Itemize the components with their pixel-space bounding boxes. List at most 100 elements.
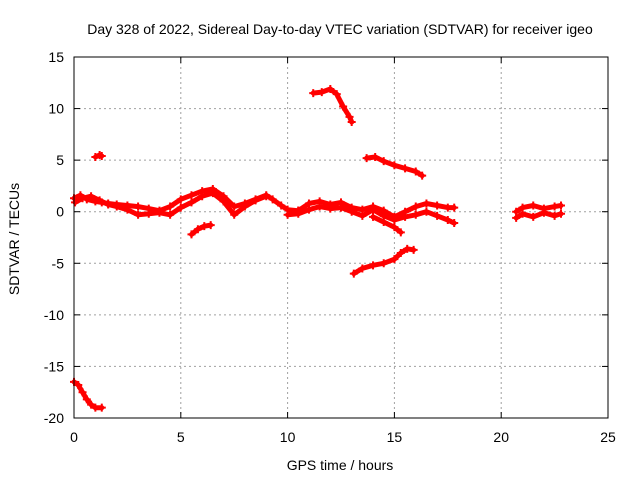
data-point bbox=[518, 209, 527, 218]
data-point bbox=[166, 202, 175, 211]
data-point bbox=[347, 117, 356, 126]
data-point bbox=[71, 198, 80, 207]
data-point bbox=[283, 210, 292, 219]
data-point bbox=[78, 388, 87, 397]
y-tick-label: 10 bbox=[48, 101, 64, 117]
data-point bbox=[97, 152, 106, 161]
data-point bbox=[91, 153, 100, 162]
data-point bbox=[193, 225, 202, 234]
data-point bbox=[550, 211, 559, 220]
tick-layer: 0 5 10 15 20 25 -20 -15 -10 -5 0 5 10 15 bbox=[44, 49, 616, 445]
data-point bbox=[379, 259, 388, 268]
data-point bbox=[557, 209, 566, 218]
data-point bbox=[206, 221, 215, 230]
data-point bbox=[345, 112, 354, 121]
data-point bbox=[268, 195, 277, 204]
data-point bbox=[396, 228, 405, 237]
y-tick-label: 0 bbox=[56, 204, 64, 220]
data-point bbox=[262, 192, 271, 201]
data-point bbox=[87, 400, 96, 409]
data-point bbox=[155, 208, 164, 217]
data-point bbox=[187, 198, 196, 207]
data-point bbox=[379, 157, 388, 166]
data-point bbox=[347, 207, 356, 216]
data-point bbox=[512, 213, 521, 222]
data-point bbox=[539, 208, 548, 217]
y-tick-label: -10 bbox=[44, 307, 64, 323]
data-point bbox=[550, 202, 559, 211]
y-tick-label: 5 bbox=[56, 152, 64, 168]
data-trace-arc-main-c bbox=[295, 198, 457, 220]
data-point bbox=[144, 209, 153, 218]
data-point bbox=[230, 202, 239, 211]
data-point bbox=[557, 201, 566, 210]
data-point bbox=[315, 202, 324, 211]
plot-frame bbox=[73, 56, 609, 419]
data-point bbox=[187, 191, 196, 200]
data-point bbox=[529, 212, 538, 221]
data-point bbox=[240, 202, 249, 211]
data-point bbox=[411, 210, 420, 219]
data-point bbox=[411, 167, 420, 176]
data-point bbox=[362, 154, 371, 163]
data-point bbox=[358, 211, 367, 220]
data-point bbox=[219, 197, 228, 206]
data-point bbox=[112, 202, 121, 211]
data-point bbox=[104, 200, 113, 209]
data-point bbox=[390, 223, 399, 232]
data-trace-arc-dip-east bbox=[370, 214, 404, 235]
data-point bbox=[337, 203, 345, 212]
data-point bbox=[230, 210, 239, 219]
data-point bbox=[176, 195, 185, 204]
data-point bbox=[95, 196, 104, 205]
data-point bbox=[134, 202, 143, 211]
data-point bbox=[401, 164, 410, 173]
x-tick-label: 10 bbox=[280, 429, 296, 445]
data-point bbox=[87, 192, 96, 201]
data-point bbox=[371, 153, 380, 162]
x-tick-label: 20 bbox=[493, 429, 509, 445]
y-tick-label: -15 bbox=[44, 358, 64, 374]
y-tick-label: -20 bbox=[44, 410, 64, 426]
data-point bbox=[369, 205, 378, 214]
data-point bbox=[317, 88, 326, 97]
data-point bbox=[326, 204, 335, 213]
data-point bbox=[390, 255, 399, 264]
data-point bbox=[379, 218, 388, 227]
data-point bbox=[339, 102, 348, 111]
data-point bbox=[433, 201, 442, 210]
data-point bbox=[208, 189, 217, 198]
data-point bbox=[529, 201, 538, 210]
data-point bbox=[433, 211, 442, 220]
data-point bbox=[134, 210, 143, 219]
data-point bbox=[369, 212, 378, 221]
data-point bbox=[396, 248, 405, 257]
x-tick-label: 25 bbox=[600, 429, 616, 445]
x-axis-label: GPS time / hours bbox=[287, 457, 394, 473]
data-point bbox=[369, 261, 378, 270]
data-point bbox=[403, 244, 412, 253]
data-point bbox=[411, 202, 420, 211]
data-point bbox=[277, 201, 286, 210]
data-point bbox=[97, 403, 106, 412]
data-point bbox=[401, 212, 410, 221]
data-point bbox=[78, 194, 87, 203]
data-point bbox=[418, 171, 427, 180]
data-point bbox=[200, 222, 209, 231]
data-point bbox=[187, 230, 196, 239]
data-point bbox=[450, 219, 459, 228]
data-point bbox=[82, 395, 91, 404]
data-point bbox=[123, 205, 132, 214]
data-point bbox=[304, 205, 313, 214]
data-point bbox=[326, 84, 335, 93]
x-tick-label: 15 bbox=[387, 429, 403, 445]
data-layer bbox=[70, 84, 566, 412]
data-point bbox=[422, 199, 431, 208]
y-axis-label: SDTVAR / TECUs bbox=[6, 183, 22, 295]
data-point bbox=[166, 210, 175, 219]
data-point bbox=[390, 161, 399, 170]
data-point bbox=[422, 207, 431, 216]
data-point bbox=[349, 269, 358, 278]
